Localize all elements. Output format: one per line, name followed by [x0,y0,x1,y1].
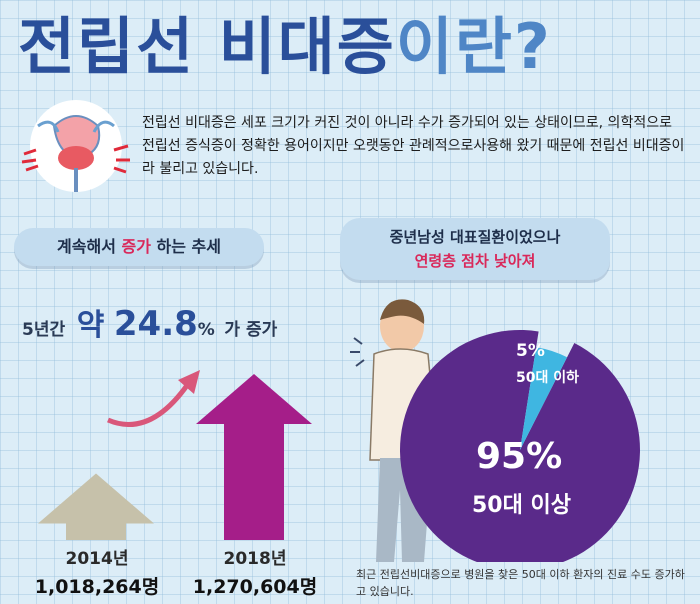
age-pill-line1: 중년남성 대표질환이었으나 [389,228,561,246]
year-2018-label: 2018년 [223,549,287,569]
count-2014-label: 1,018,264명 [34,576,160,598]
age-pill: 중년남성 대표질환이었으나 연령층 점차 낮아져 [340,218,610,280]
growth-suffix: 가 증가 [224,320,278,340]
intro-paragraph: 전립선 비대증은 세포 크기가 커진 것이 아니라 수가 증가되어 있는 상태이… [142,115,685,177]
growth-curve [107,382,191,427]
pie-small-value: 5% [516,341,545,361]
title-main: 전립선 비대증 [18,10,396,83]
ureter-right [92,120,115,133]
growth-about: 약 [76,308,105,343]
trend-pill: 계속해서 증가 하는 추세 [14,228,264,266]
growth-period: 5년간 [22,320,66,340]
year-2014-label: 2014년 [65,549,129,569]
count-2018-label: 1,270,604명 [192,576,318,598]
age-pie-chart: 5% 50대 이하 95% 50대 이상 [350,299,640,562]
pain-mark-right [113,144,130,174]
arrow-2014 [38,473,154,540]
prostate-gland-shape [58,146,94,170]
pie-main-label: 50대 이상 [472,493,571,518]
ureter-left [37,120,60,133]
pie-main-value: 95% [476,436,562,477]
growth-rate-value: 24.8 [113,304,198,344]
pie-slice-50s-under [520,347,568,450]
title-question: 이란? [395,10,552,83]
growth-curve-arrowhead [178,370,200,394]
bladder-shape [52,115,101,160]
man-distress-marks [350,337,365,367]
growth-arrow-chart [38,370,312,540]
trend-pill-suffix: 하는 추세 [150,237,221,256]
growth-percent-sign: % [197,320,215,340]
pain-mark-left [21,148,39,172]
prostate-illustration [21,100,130,192]
man-hair [380,299,425,324]
pie-small-label: 50대 이하 [516,369,579,386]
footnote: 최근 전립선비대증으로 병원을 찾은 50대 이하 환자의 진료 수도 증가하고… [356,568,685,598]
trend-pill-highlight: 증가 [121,237,151,256]
growth-rate-line: 5년간 약 24.8% 가 증가 [22,300,277,344]
age-pill-line2: 연령층 점차 낮아져 [414,252,536,270]
trend-pill-prefix: 계속해서 [57,237,122,256]
page-title: 전립선 비대증이란? [18,0,682,83]
pie-slice-50s-over [400,330,640,562]
arrow-2018 [196,374,312,540]
